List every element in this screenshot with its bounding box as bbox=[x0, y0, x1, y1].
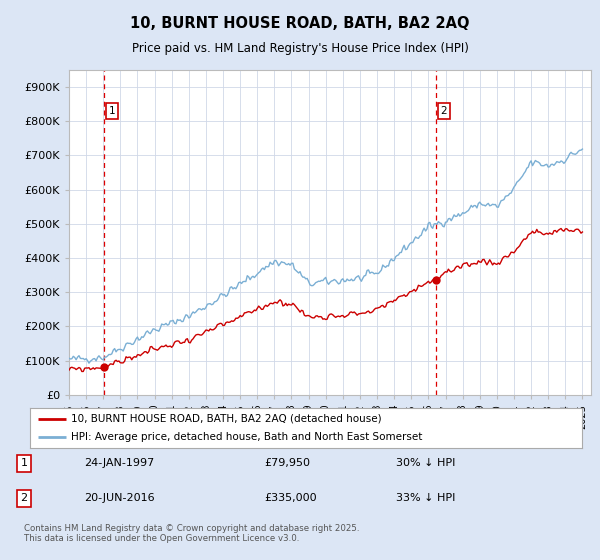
Text: £79,950: £79,950 bbox=[264, 459, 310, 468]
Text: HPI: Average price, detached house, Bath and North East Somerset: HPI: Average price, detached house, Bath… bbox=[71, 432, 423, 442]
Text: 1: 1 bbox=[20, 459, 28, 468]
Text: 10, BURNT HOUSE ROAD, BATH, BA2 2AQ (detached house): 10, BURNT HOUSE ROAD, BATH, BA2 2AQ (det… bbox=[71, 414, 382, 423]
Text: 33% ↓ HPI: 33% ↓ HPI bbox=[396, 493, 455, 503]
Text: 10, BURNT HOUSE ROAD, BATH, BA2 2AQ: 10, BURNT HOUSE ROAD, BATH, BA2 2AQ bbox=[130, 16, 470, 31]
Text: 2: 2 bbox=[20, 493, 28, 503]
Text: 1: 1 bbox=[109, 106, 115, 116]
Text: 20-JUN-2016: 20-JUN-2016 bbox=[84, 493, 155, 503]
Text: 30% ↓ HPI: 30% ↓ HPI bbox=[396, 459, 455, 468]
Text: Contains HM Land Registry data © Crown copyright and database right 2025.
This d: Contains HM Land Registry data © Crown c… bbox=[24, 524, 359, 543]
Text: 2: 2 bbox=[441, 106, 448, 116]
Text: 24-JAN-1997: 24-JAN-1997 bbox=[84, 459, 154, 468]
Text: £335,000: £335,000 bbox=[264, 493, 317, 503]
Text: Price paid vs. HM Land Registry's House Price Index (HPI): Price paid vs. HM Land Registry's House … bbox=[131, 43, 469, 55]
